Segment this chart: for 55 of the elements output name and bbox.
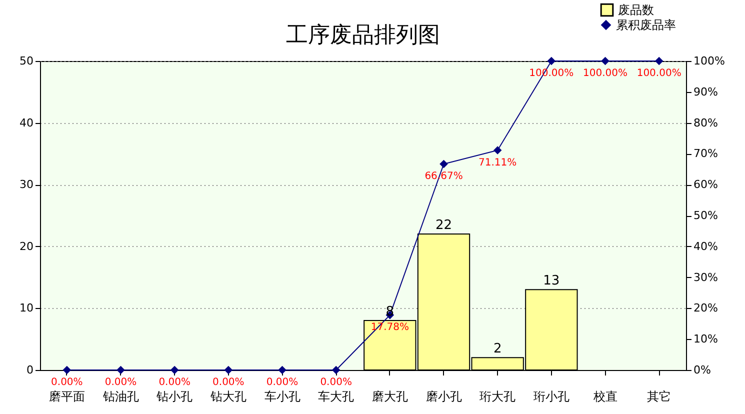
point	[548, 57, 556, 65]
data-label: 0.00%	[104, 377, 137, 388]
x-tick-label: 钻油孔	[102, 390, 139, 404]
y-tick-label: 50	[20, 54, 34, 68]
x-tick-label: 校直	[592, 390, 618, 404]
x-tick-label: 钻小孔	[156, 390, 193, 404]
x-tick-label: 磨小孔	[426, 390, 462, 404]
legend-label: 累积废品率	[616, 18, 676, 32]
y2-tick-label: 60%	[694, 178, 718, 192]
y2-tick-label: 90%	[694, 85, 718, 98]
point	[494, 146, 502, 154]
y-tick-label: 0	[26, 364, 34, 376]
y2-tick-label: 20%	[694, 302, 718, 315]
point	[117, 366, 124, 374]
x-tick-label: 珩大孔	[480, 390, 516, 404]
point	[440, 160, 448, 168]
y-tick-label: 30	[20, 178, 34, 192]
y2-tick-label: 70%	[694, 147, 718, 160]
point	[602, 57, 609, 65]
point	[332, 366, 340, 374]
y2-tick-label: 80%	[694, 116, 718, 130]
point	[278, 366, 286, 374]
point	[224, 366, 232, 374]
x-tick-label: 车大孔	[318, 390, 354, 404]
y2-tick-label: 0%	[694, 364, 711, 376]
y-tick-label: 20	[20, 240, 34, 253]
data-label: 71.11%	[478, 157, 517, 168]
y2-tick-label: 40%	[694, 240, 718, 253]
data-label: 0.00%	[158, 377, 190, 388]
data-label: 0.00%	[51, 377, 83, 388]
data-label: 2	[493, 342, 502, 357]
y-tick-label: 10	[20, 302, 34, 315]
point	[655, 57, 663, 65]
y2-tick-label: 50%	[694, 209, 718, 222]
point	[170, 366, 178, 374]
data-label: 0.00%	[320, 377, 352, 388]
legend-label: 废品数	[618, 3, 654, 17]
data-label: 100.00%	[636, 68, 682, 79]
x-tick-label: 其它	[647, 390, 672, 404]
data-label: 13	[543, 274, 560, 289]
chart-title: 工序废品排列图	[286, 23, 440, 48]
data-label: 100.00%	[583, 68, 628, 79]
y2-tick-label: 10%	[694, 332, 718, 346]
data-label: 22	[435, 218, 452, 234]
data-label: 0.00%	[212, 377, 244, 388]
x-tick-label: 珩小孔	[533, 390, 570, 404]
x-tick-label: 磨大孔	[372, 390, 408, 404]
y-tick-label: 40	[20, 116, 34, 130]
y2-tick-label: 100%	[694, 54, 725, 68]
point	[63, 366, 71, 374]
x-tick-label: 磨平面	[48, 390, 85, 404]
y2-tick-label: 30%	[694, 270, 718, 284]
data-label: 0.00%	[266, 377, 298, 388]
x-tick-label: 钻大孔	[209, 390, 246, 404]
x-tick-label: 车小孔	[264, 390, 300, 404]
